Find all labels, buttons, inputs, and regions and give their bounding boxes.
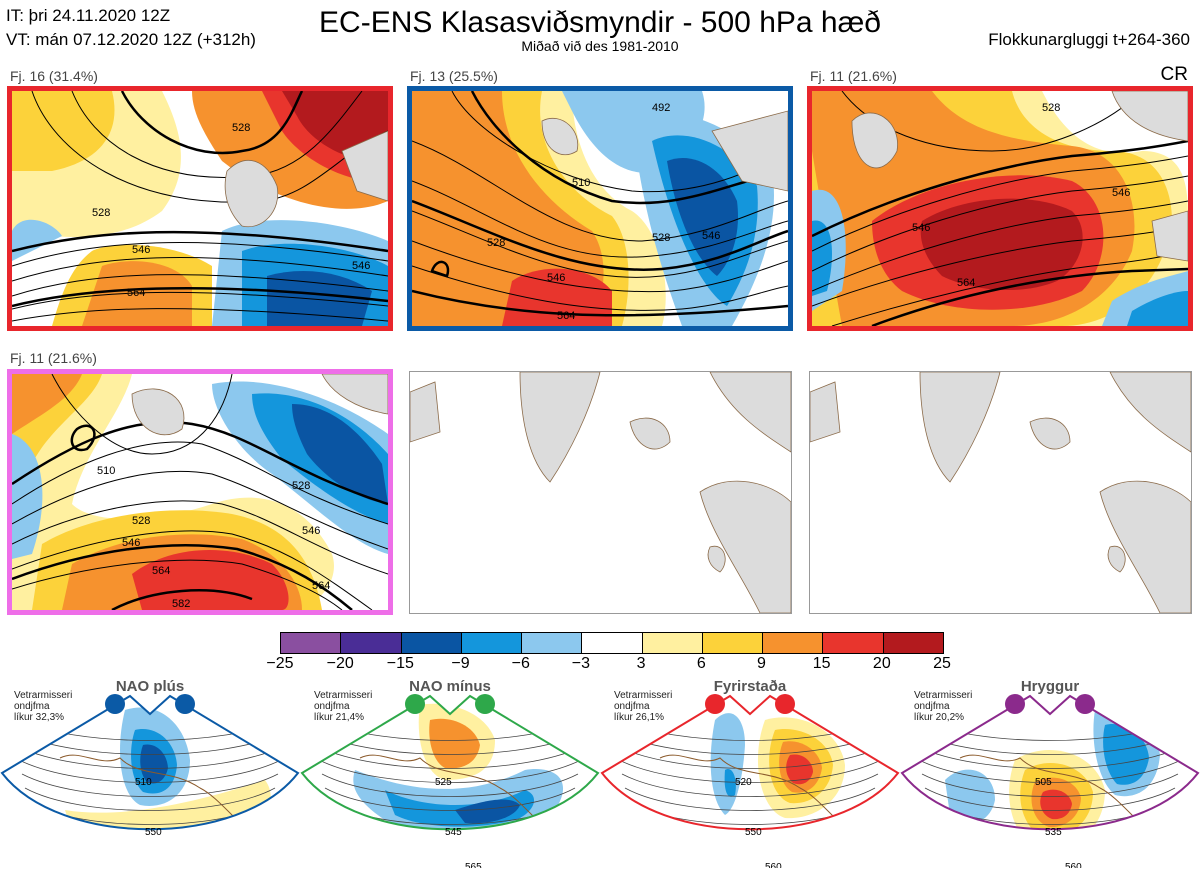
colorbar-segment xyxy=(581,633,642,653)
contour-label: 546 xyxy=(302,525,320,537)
regime-contour-label: 550 xyxy=(145,827,162,838)
contour-label: 546 xyxy=(702,230,720,242)
contour-label: 528 xyxy=(232,122,250,134)
regime-contour-label: 550 xyxy=(745,827,762,838)
valid-time: VT: mán 07.12.2020 12Z (+312h) xyxy=(6,30,256,49)
regime-marker xyxy=(1075,694,1095,714)
colorbar-segment xyxy=(641,633,702,653)
colorbar-segment xyxy=(460,633,522,653)
regime-marker xyxy=(1005,694,1025,714)
contour-label: 546 xyxy=(132,244,150,256)
contour-label: 528 xyxy=(1042,102,1060,114)
regime-probability-note: Vetrarmisseri ondjfma líkur 32,3% xyxy=(14,690,73,723)
regime-map: 525 545 565 NAO mínus Vetrarmisseri ondjfm… xyxy=(300,678,600,868)
contour-label: 564 xyxy=(152,565,170,577)
contour-label: 546 xyxy=(122,537,140,549)
regime-map: 510 550 NAO plús Vetrarmisseri ondjfma lí… xyxy=(0,678,300,868)
regime-map: 505 535 560 Hryggur Vetrarmisseri ondjfma … xyxy=(900,678,1200,868)
regime-contour-label: 560 xyxy=(1065,862,1082,868)
regime-name: Hryggur xyxy=(1020,678,1080,695)
colorbar-tick-label: 25 xyxy=(933,655,951,672)
regime-contour-label: 565 xyxy=(465,862,482,868)
contour-label: 546 xyxy=(1112,187,1130,199)
colorbar-segment xyxy=(762,633,823,653)
panel-2-label: Fj. 13 (25.5%) xyxy=(410,68,498,84)
cluster-map-1: 528 546 564 546 528 xyxy=(7,86,393,331)
regime-marker xyxy=(775,694,795,714)
panel-4-label: Fj. 11 (21.6%) xyxy=(10,350,97,366)
regime-marker xyxy=(175,694,195,714)
regime-contour-label: 545 xyxy=(445,827,462,838)
contour-label: 564 xyxy=(557,310,575,322)
panel-1-label: Fj. 16 (31.4%) xyxy=(10,68,98,84)
empty-map-5 xyxy=(409,371,792,614)
contour-label: 510 xyxy=(572,177,590,189)
colorbar-tick-label: 3 xyxy=(636,655,646,672)
contour-label: 528 xyxy=(292,480,310,492)
contour-label: 528 xyxy=(652,232,670,244)
regime-contour-label: 525 xyxy=(435,777,452,788)
cluster-map-2: 492 510 528 546 564 528 546 xyxy=(407,86,793,331)
colorbar-tick-label: −6 xyxy=(511,655,530,672)
colorbar-segment xyxy=(521,633,582,653)
regime-marker xyxy=(475,694,495,714)
issue-time: IT: þri 24.11.2020 12Z xyxy=(6,6,171,25)
regime-name: NAO mínus xyxy=(409,678,491,695)
colorbar-segment xyxy=(400,633,461,653)
cr-label: CR xyxy=(1160,64,1188,85)
colorbar-tick-label: −15 xyxy=(386,655,414,672)
regime-name: NAO plús xyxy=(115,678,185,695)
contour-label: 546 xyxy=(547,272,565,284)
regime-marker xyxy=(105,694,125,714)
colorbar-tick-label: 9 xyxy=(757,655,766,672)
regime-contour-label: 510 xyxy=(135,777,152,788)
regime-contour-label: 520 xyxy=(735,777,752,788)
regime-marker xyxy=(405,694,425,714)
colorbar-tick-label: 6 xyxy=(696,655,706,672)
colorbar-segment xyxy=(281,633,341,653)
regime-marker xyxy=(705,694,725,714)
contour-label: 564 xyxy=(957,277,975,289)
regime-map: 520 550 560 Fyrirstaða Vetrarmisseri ondjf… xyxy=(600,678,900,868)
contour-label: 528 xyxy=(487,237,505,249)
regime-contour-label: 560 xyxy=(765,862,782,868)
colorbar-tick-label: −20 xyxy=(326,655,354,672)
cluster-map-4: 510 528 546 564 528 546 564 582 xyxy=(7,369,393,615)
colorbar-tick-label: 15 xyxy=(812,655,831,672)
contour-label: 528 xyxy=(92,207,110,219)
regime-name: Fyrirstaða xyxy=(713,678,787,695)
regime-probability-note: Vetrarmisseri ondjfma líkur 26,1% xyxy=(614,690,673,723)
colorbar-tick-label: 20 xyxy=(872,655,891,672)
contour-label: 528 xyxy=(132,515,150,527)
anomaly-colorbar xyxy=(280,632,944,654)
contour-label: 564 xyxy=(127,287,145,299)
cluster-map-3: 528 546 564 546 xyxy=(807,86,1193,331)
contour-label: 546 xyxy=(912,222,930,234)
colorbar-tick-label: −25 xyxy=(266,655,294,672)
colorbar-segment xyxy=(882,633,943,653)
regime-contour-label: 535 xyxy=(1045,827,1062,838)
regime-probability-note: Vetrarmisseri ondjfma líkur 20,2% xyxy=(914,690,973,723)
colorbar-segment xyxy=(340,633,401,653)
regime-probability-note: Vetrarmisseri ondjfma líkur 21,4% xyxy=(314,690,373,723)
colorbar-tick-label: −9 xyxy=(451,655,470,672)
page-title: EC-ENS Klasasviðsmyndir - 500 hPa hæð xyxy=(319,6,881,39)
regime-contour-label: 505 xyxy=(1035,777,1052,788)
colorbar-segment xyxy=(822,633,883,653)
classification-window: Flokkunargluggi t+264-360 xyxy=(988,30,1190,49)
colorbar-segment xyxy=(701,633,763,653)
colorbar-tick-label: −3 xyxy=(571,655,591,672)
contour-label: 564 xyxy=(312,580,330,592)
contour-label: 546 xyxy=(352,260,370,272)
panel-3-label: Fj. 11 (21.6%) xyxy=(810,68,897,84)
contour-label: 492 xyxy=(652,102,670,114)
contour-label: 582 xyxy=(172,598,190,610)
empty-map-6 xyxy=(809,371,1192,614)
page-subtitle: Miðað við des 1981-2010 xyxy=(521,38,679,54)
contour-label: 510 xyxy=(97,465,115,477)
